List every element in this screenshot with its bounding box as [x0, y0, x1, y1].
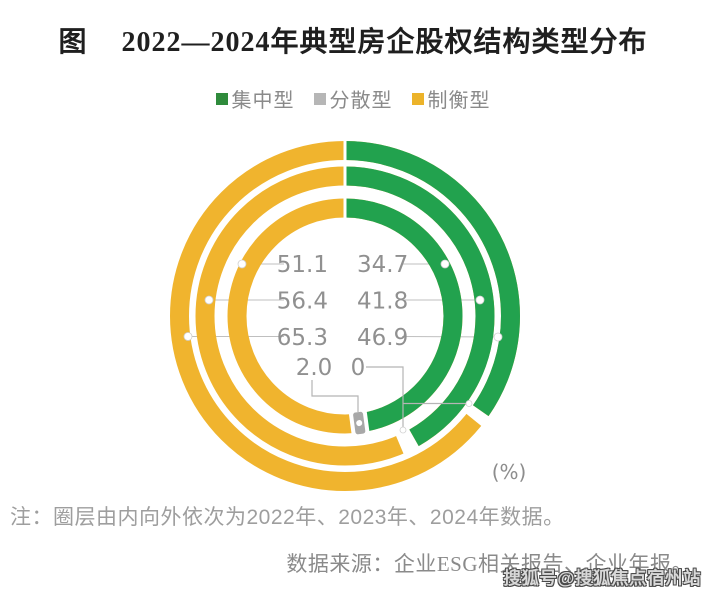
value-balanced-2022: 51.1: [277, 252, 328, 278]
value-balanced-2023: 56.4: [277, 289, 328, 315]
page-title: 图 2022—2024年典型房企股权结构类型分布: [0, 20, 706, 60]
capsule-dot: [356, 420, 363, 427]
value-concentrated-b: 41.8: [357, 289, 408, 315]
value-concentrated-c: 46.9: [357, 325, 408, 351]
legend-swatch-icon: [313, 92, 326, 105]
value-labels: 51.1 56.4 65.3 34.7 41.8 46.9 2.0 0 (%): [277, 252, 527, 484]
legend-item-balanced: 制衡型: [411, 84, 491, 113]
dot-left-middle: [204, 295, 214, 305]
dot-zero-middle: [399, 426, 407, 434]
dot-right-outer: [493, 332, 503, 342]
connector-2-0: [311, 380, 359, 412]
dot-left-outer: [183, 332, 193, 341]
legend-label: 制衡型: [427, 90, 491, 112]
value-dispersed-zero: 0: [351, 355, 366, 381]
legend-item-concentrated: 集中型: [215, 84, 295, 113]
value-concentrated-a: 34.7: [357, 252, 408, 278]
anchor-dots: [183, 259, 503, 434]
dispersed-segment-marker: [348, 408, 370, 439]
source-text: 数据来源：企业ESG相关报告、企业年报。: [286, 552, 693, 576]
connector-0-down: [366, 366, 404, 429]
note-text: 注：圈层由内向外依次为2022年、2023年、2024年数据。: [10, 506, 565, 529]
percent-unit-label: (%): [492, 460, 527, 484]
dot-right-middle: [475, 295, 485, 305]
dot-right-inner: [440, 259, 450, 269]
legend-swatch-icon: [215, 92, 228, 105]
title-text: 2022—2024年典型房企股权结构类型分布: [121, 27, 648, 58]
value-balanced-2024: 65.3: [277, 325, 328, 351]
legend-item-dispersed: 分散型: [313, 84, 393, 113]
chart-legend: 集中型 分散型 制衡型: [0, 84, 706, 113]
dot-left-inner: [237, 259, 247, 269]
legend-label: 分散型: [329, 90, 393, 112]
title-prefix: 图: [58, 27, 88, 58]
value-dispersed-2022: 2.0: [296, 355, 333, 381]
dot-zero-outer: [465, 400, 473, 407]
legend-label: 集中型: [231, 90, 295, 112]
watermark-text: 搜狐号@搜狐焦点宿州站: [503, 568, 701, 588]
legend-swatch-icon: [411, 92, 424, 105]
bottom-connectors: [311, 366, 466, 429]
